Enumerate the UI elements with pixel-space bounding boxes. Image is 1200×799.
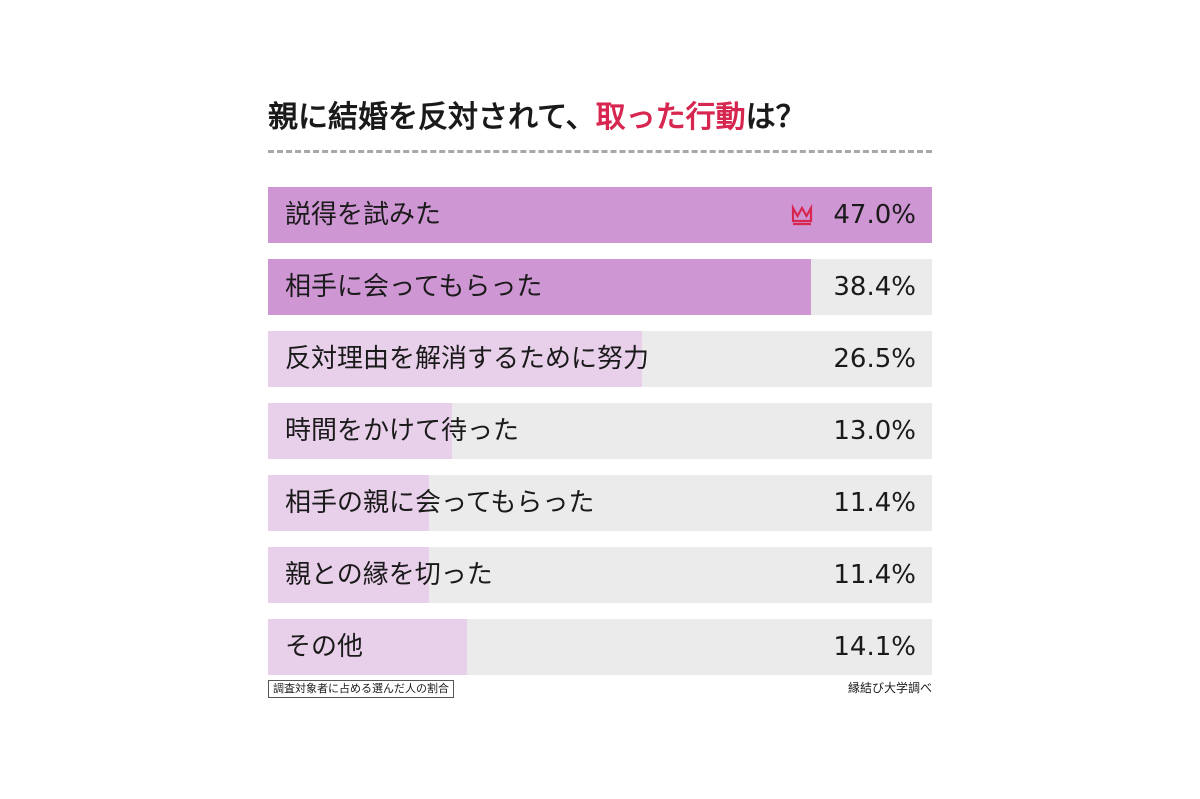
chart-title-tail: は？ <box>745 100 806 135</box>
bar-category-label: 相手に会ってもらった <box>285 272 543 302</box>
dashed-divider <box>268 150 932 153</box>
bar-value-label: 38.4% <box>833 272 916 302</box>
bar <box>268 331 643 387</box>
chart-title-accent: 取った行動 <box>595 100 746 135</box>
bar-value-label: 11.4% <box>833 560 916 590</box>
bar <box>268 403 452 459</box>
footnote: 調査対象者に占める選んだ人の割合 <box>268 680 454 698</box>
bar-value-label: 14.1% <box>833 632 916 662</box>
bar-row: 説得を試みた 47.0% <box>268 187 932 243</box>
bar <box>268 187 932 243</box>
chart-title-main: 親に結婚を反対されて、 <box>268 100 596 135</box>
bar <box>268 547 430 603</box>
bar-category-label: 説得を試みた <box>285 200 442 230</box>
bar-row: 相手に会ってもらった 38.4% <box>268 259 932 315</box>
bar-category-label: その他 <box>285 632 364 662</box>
bar-row: 時間をかけて待った 13.0% <box>268 403 932 459</box>
bar-category-label: 相手の親に会ってもらった <box>285 488 595 518</box>
bar-category-label: 時間をかけて待った <box>285 416 520 446</box>
bar-row: 親との縁を切った 11.4% <box>268 547 932 603</box>
bar-value-label: 13.0% <box>833 416 916 446</box>
bar-chart: 説得を試みた 47.0% 相手に会ってもらった 38.4% 反対理由を解消するために努力… <box>268 187 932 675</box>
bar-value-label: 47.0% <box>833 200 916 230</box>
source-credit: 縁結び大学調べ <box>847 681 932 695</box>
bar-category-label: 親との縁を切った <box>285 560 493 590</box>
bar <box>268 619 468 675</box>
bar-row: その他 14.1% <box>268 619 932 675</box>
bar-row: 相手の親に会ってもらった 11.4% <box>268 475 932 531</box>
crown-icon <box>791 204 813 226</box>
bar-value-label: 11.4% <box>833 488 916 518</box>
bar-row: 反対理由を解消するために努力 26.5% <box>268 331 932 387</box>
bar-value-label: 26.5% <box>833 344 916 374</box>
chart-title: 親に結婚を反対されて、取った行動は？ <box>268 96 806 140</box>
bar <box>268 259 811 315</box>
bar <box>268 475 430 531</box>
bar-category-label: 反対理由を解消するために努力 <box>285 344 650 374</box>
